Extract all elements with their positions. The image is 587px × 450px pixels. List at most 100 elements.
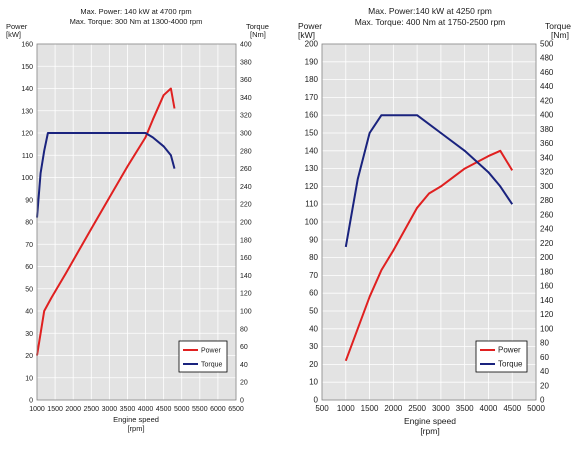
y-left-tick-label: 120 <box>305 182 319 191</box>
y-left-tick-label: 40 <box>309 324 318 333</box>
y-right-tick-label: 480 <box>540 54 554 63</box>
torque-line <box>36 132 176 218</box>
y-left-tick-label: 0 <box>29 398 33 405</box>
y-left-tick-label: 60 <box>25 264 33 271</box>
y-right-tick-label: 420 <box>540 96 554 105</box>
y-right-tick-label: 80 <box>540 339 549 348</box>
y-left-tick-label: 160 <box>21 42 33 49</box>
chart-left-series <box>36 87 176 356</box>
y-left-tick-label: 30 <box>309 342 318 351</box>
y-right-tick-label: 60 <box>240 344 248 351</box>
chart-right-legend: Power Torque <box>475 340 528 373</box>
y-right-tick-label: 0 <box>540 396 545 405</box>
chart-right-x-unit: [rpm] <box>420 426 439 436</box>
chart-right: Max. Power:140 kW at 4250 rpm Max. Torqu… <box>298 6 571 436</box>
y-left-tick-label: 60 <box>309 289 318 298</box>
y-left-tick-label: 50 <box>25 286 33 293</box>
y-left-tick-label: 140 <box>305 146 319 155</box>
y-left-tick-label: 180 <box>305 75 319 84</box>
y-left-tick-label: 120 <box>21 131 33 138</box>
y-right-tick-label: 260 <box>240 166 252 173</box>
y-right-tick-label: 200 <box>240 220 252 227</box>
y-right-tick-label: 160 <box>240 255 252 262</box>
y-right-tick-label: 380 <box>540 125 554 134</box>
y-right-tick-label: 140 <box>240 273 252 280</box>
y-left-tick-label: 30 <box>25 331 33 338</box>
chart-right-subtitle: Max. Torque: 400 Nm at 1750-2500 rpm <box>355 17 506 27</box>
y-right-tick-label: 180 <box>540 267 554 276</box>
chart-right-plot-frame <box>321 43 537 401</box>
chart-right-series <box>344 114 514 362</box>
y-right-tick-label: 240 <box>540 225 554 234</box>
x-tick-label: 4000 <box>138 406 154 413</box>
y-left-tick-label: 80 <box>309 253 318 262</box>
y-left-tick-label: 100 <box>21 175 33 182</box>
chart-left-x-label: Engine speed <box>113 415 159 424</box>
torque-line <box>344 114 514 248</box>
y-left-tick-label: 0 <box>314 396 319 405</box>
y-right-tick-label: 100 <box>240 309 252 316</box>
chart-left-x-unit: [rpm] <box>127 424 144 433</box>
chart-right-y-right-label: Torque <box>545 21 571 31</box>
x-tick-label: 500 <box>315 404 329 413</box>
y-left-tick-label: 90 <box>309 235 318 244</box>
y-right-tick-label: 120 <box>240 291 252 298</box>
x-tick-label: 4000 <box>480 404 498 413</box>
chart-left-y-right-label: Torque <box>246 22 269 31</box>
x-tick-label: 1000 <box>29 406 45 413</box>
chart-right-y-left-label: Power <box>298 21 322 31</box>
y-left-tick-label: 110 <box>22 153 33 160</box>
chart-left-ticks: 1000 1500 2000 2500 3000 3500 4000 4500 5000 5500… <box>21 42 251 414</box>
y-left-tick-label: 10 <box>25 375 33 382</box>
y-left-tick-label: 70 <box>25 242 33 249</box>
x-tick-label: 3000 <box>432 404 450 413</box>
y-left-tick-label: 170 <box>305 93 319 102</box>
y-right-tick-label: 20 <box>540 381 549 390</box>
power-legend-label: Power <box>498 346 521 355</box>
y-right-tick-label: 320 <box>240 113 252 120</box>
y-left-tick-label: 130 <box>305 164 319 173</box>
y-right-tick-label: 0 <box>240 398 244 405</box>
y-right-tick-label: 340 <box>240 95 252 102</box>
y-left-tick-label: 10 <box>309 378 318 387</box>
y-right-tick-label: 380 <box>240 59 252 66</box>
y-right-tick-label: 460 <box>540 68 554 77</box>
y-right-tick-label: 260 <box>540 210 554 219</box>
y-right-tick-label: 40 <box>240 362 248 369</box>
y-right-tick-label: 220 <box>240 202 252 209</box>
x-tick-label: 3000 <box>102 406 118 413</box>
chart-left-y-left-label: Power <box>6 22 28 31</box>
power-line <box>36 87 176 356</box>
y-right-tick-label: 120 <box>540 310 554 319</box>
y-right-tick-label: 80 <box>240 326 248 333</box>
y-left-tick-label: 80 <box>25 220 33 227</box>
y-left-tick-label: 200 <box>305 40 319 49</box>
power-line <box>344 149 514 362</box>
y-right-tick-label: 60 <box>540 353 549 362</box>
y-left-tick-label: 100 <box>305 218 319 227</box>
y-right-tick-label: 400 <box>540 111 554 120</box>
x-tick-label: 2000 <box>384 404 402 413</box>
chart-left-plot-frame <box>36 43 237 401</box>
x-tick-label: 2500 <box>408 404 426 413</box>
chart-left-subtitle: Max. Torque: 300 Nm at 1300-4000 rpm <box>70 17 203 26</box>
y-right-tick-label: 300 <box>240 131 252 138</box>
y-right-tick-label: 20 <box>240 380 248 387</box>
x-tick-label: 5000 <box>174 406 190 413</box>
y-right-tick-label: 440 <box>540 82 554 91</box>
y-left-tick-label: 90 <box>25 197 33 204</box>
x-tick-label: 1500 <box>47 406 63 413</box>
y-right-tick-label: 280 <box>540 196 554 205</box>
y-right-tick-label: 180 <box>240 237 252 244</box>
x-tick-label: 6500 <box>228 406 244 413</box>
y-left-tick-label: 70 <box>309 271 318 280</box>
x-tick-label: 3500 <box>120 406 136 413</box>
y-right-tick-label: 360 <box>240 77 252 84</box>
x-tick-label: 4500 <box>156 406 172 413</box>
chart-left-legend: Power Torque <box>178 340 228 373</box>
y-right-tick-label: 280 <box>240 148 252 155</box>
power-legend-label: Power <box>201 348 222 355</box>
x-tick-label: 5500 <box>192 406 208 413</box>
y-right-tick-label: 360 <box>540 139 554 148</box>
y-right-tick-label: 300 <box>540 182 554 191</box>
